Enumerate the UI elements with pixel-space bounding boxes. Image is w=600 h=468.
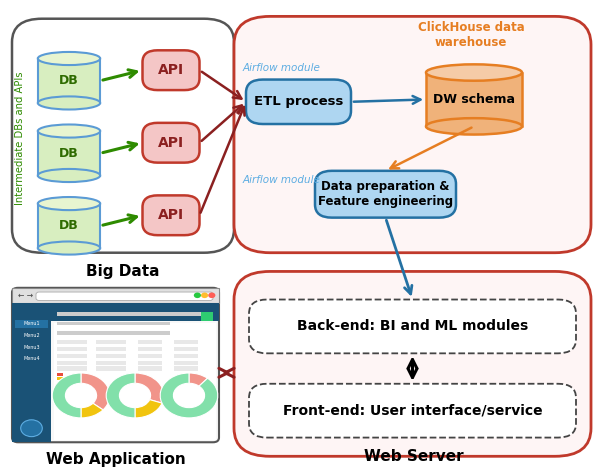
Text: DB: DB bbox=[59, 147, 79, 160]
Bar bbox=[38, 204, 100, 248]
Text: Airflow module: Airflow module bbox=[243, 63, 321, 73]
Bar bbox=[138, 347, 162, 351]
Text: ClickHouse data
warehouse: ClickHouse data warehouse bbox=[418, 21, 524, 49]
Bar bbox=[12, 303, 219, 321]
Wedge shape bbox=[81, 403, 103, 418]
Circle shape bbox=[201, 292, 208, 298]
Bar bbox=[96, 354, 126, 358]
Bar bbox=[57, 373, 63, 376]
FancyBboxPatch shape bbox=[143, 50, 199, 90]
Wedge shape bbox=[135, 400, 162, 418]
Text: Big Data: Big Data bbox=[86, 264, 160, 279]
Bar bbox=[138, 366, 162, 371]
FancyBboxPatch shape bbox=[234, 16, 591, 253]
Bar bbox=[57, 382, 63, 385]
Ellipse shape bbox=[38, 52, 100, 65]
Bar bbox=[12, 321, 51, 442]
FancyBboxPatch shape bbox=[249, 384, 576, 438]
Bar bbox=[138, 354, 162, 358]
Ellipse shape bbox=[38, 169, 100, 182]
Bar bbox=[96, 347, 126, 351]
Bar bbox=[174, 354, 198, 358]
Wedge shape bbox=[52, 373, 81, 418]
Ellipse shape bbox=[426, 118, 522, 135]
Text: Menu1: Menu1 bbox=[23, 322, 40, 326]
Ellipse shape bbox=[426, 64, 522, 80]
Text: DB: DB bbox=[59, 74, 79, 87]
Bar bbox=[174, 361, 198, 365]
Wedge shape bbox=[160, 373, 218, 418]
Bar bbox=[138, 361, 162, 365]
Circle shape bbox=[208, 292, 215, 298]
Text: API: API bbox=[158, 136, 184, 150]
Bar bbox=[57, 312, 203, 316]
Text: Menu3: Menu3 bbox=[23, 345, 40, 350]
Bar bbox=[15, 332, 48, 339]
Circle shape bbox=[194, 292, 201, 298]
Bar bbox=[38, 58, 100, 103]
Text: Web Server: Web Server bbox=[364, 449, 464, 464]
Bar bbox=[57, 347, 87, 351]
Text: Back-end: BI and ML modules: Back-end: BI and ML modules bbox=[297, 320, 528, 333]
FancyBboxPatch shape bbox=[36, 292, 213, 300]
Text: API: API bbox=[158, 63, 184, 77]
Bar bbox=[38, 131, 100, 176]
FancyBboxPatch shape bbox=[12, 288, 219, 442]
FancyBboxPatch shape bbox=[143, 195, 199, 235]
Circle shape bbox=[21, 420, 43, 437]
Bar bbox=[57, 377, 63, 380]
Text: ETL process: ETL process bbox=[254, 95, 343, 108]
Bar bbox=[57, 366, 87, 371]
FancyBboxPatch shape bbox=[249, 300, 576, 353]
Bar bbox=[174, 347, 198, 351]
Wedge shape bbox=[189, 373, 208, 386]
Text: Menu2: Menu2 bbox=[23, 333, 40, 338]
Bar bbox=[201, 312, 213, 321]
FancyBboxPatch shape bbox=[246, 80, 351, 124]
Bar bbox=[57, 361, 87, 365]
Ellipse shape bbox=[38, 197, 100, 210]
Bar bbox=[57, 354, 87, 358]
Bar bbox=[57, 340, 87, 344]
Bar bbox=[96, 361, 126, 365]
Bar bbox=[426, 73, 522, 126]
Text: Data preparation &
Feature engineering: Data preparation & Feature engineering bbox=[318, 180, 453, 208]
Bar bbox=[57, 322, 170, 325]
Ellipse shape bbox=[38, 124, 100, 138]
Ellipse shape bbox=[38, 96, 100, 110]
Bar bbox=[138, 340, 162, 344]
Text: API: API bbox=[158, 208, 184, 222]
Text: Front-end: User interface/service: Front-end: User interface/service bbox=[283, 404, 542, 417]
Wedge shape bbox=[81, 373, 110, 410]
Text: Web Application: Web Application bbox=[46, 452, 185, 467]
Bar bbox=[174, 340, 198, 344]
Bar bbox=[96, 340, 126, 344]
Bar bbox=[174, 366, 198, 371]
Text: Intermediate DBs and APIs: Intermediate DBs and APIs bbox=[15, 71, 25, 205]
FancyBboxPatch shape bbox=[315, 171, 456, 218]
Bar bbox=[15, 344, 48, 351]
Bar bbox=[15, 320, 48, 328]
FancyBboxPatch shape bbox=[12, 19, 234, 253]
Text: Airflow module: Airflow module bbox=[243, 175, 321, 185]
Bar bbox=[96, 366, 126, 371]
Text: Menu4: Menu4 bbox=[23, 357, 40, 361]
Ellipse shape bbox=[38, 241, 100, 255]
Wedge shape bbox=[135, 373, 164, 403]
Text: DW schema: DW schema bbox=[433, 93, 515, 106]
Text: DB: DB bbox=[59, 219, 79, 232]
Text: ← →: ← → bbox=[18, 291, 33, 300]
Bar bbox=[57, 331, 170, 335]
FancyBboxPatch shape bbox=[234, 271, 591, 456]
Bar bbox=[12, 288, 219, 303]
FancyBboxPatch shape bbox=[143, 123, 199, 162]
Bar bbox=[54, 323, 216, 440]
Bar bbox=[15, 355, 48, 363]
Wedge shape bbox=[106, 373, 135, 418]
